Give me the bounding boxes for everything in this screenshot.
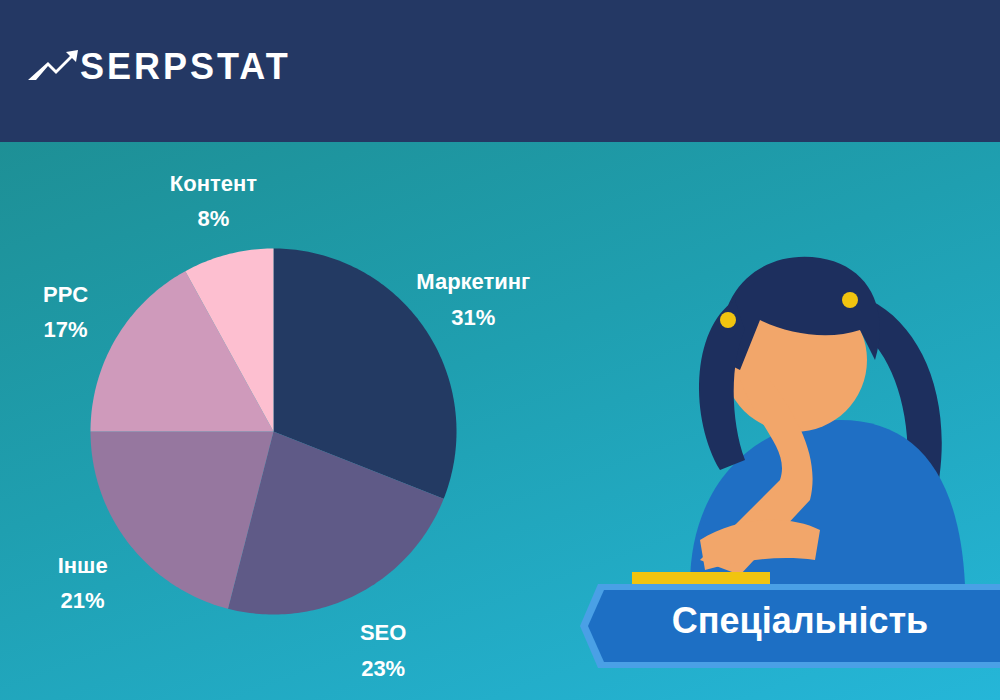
svg-text:Контент8%: Контент8% xyxy=(170,171,257,231)
html-text:SERPSTAT: SERPSTAT xyxy=(80,46,291,87)
svg-text:Маркетинг31%: Маркетинг31% xyxy=(416,269,530,329)
svg-text:PPC17%: PPC17% xyxy=(43,282,88,342)
svg-text:Інше21%: Інше21% xyxy=(58,553,108,613)
svg-text:SEO23%: SEO23% xyxy=(360,620,406,680)
html-text:Спеціальність: Спеціальність xyxy=(671,600,929,641)
